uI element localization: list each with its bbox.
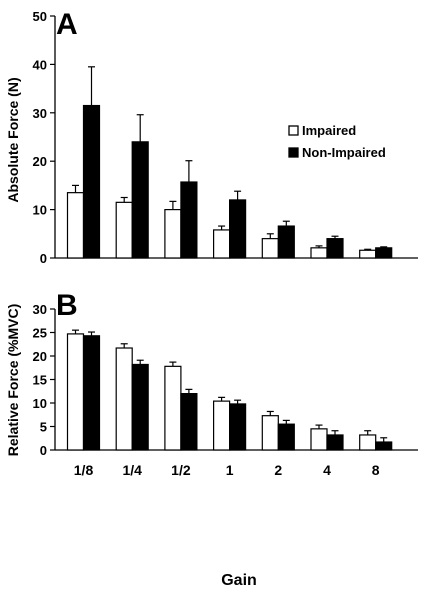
b-bar-non-impaired <box>375 441 393 451</box>
b-x-tick-label: 8 <box>372 462 380 478</box>
a-bar-non-impaired <box>131 141 149 259</box>
a-bar-non-impaired <box>277 225 295 259</box>
legend-label-impaired: Impaired <box>302 123 356 138</box>
a-y-tick-label: 30 <box>33 106 47 121</box>
b-bar-non-impaired <box>82 335 101 451</box>
a-bar-non-impaired <box>229 199 247 259</box>
b-bar-non-impaired <box>326 434 344 451</box>
panel-a-y-axis-title: Absolute Force (N) <box>5 77 21 202</box>
b-bar-impaired <box>164 365 182 451</box>
a-bar-impaired <box>115 201 133 259</box>
b-bar-non-impaired <box>277 423 295 451</box>
a-bar-non-impaired <box>326 238 344 259</box>
b-bar-impaired <box>66 333 85 451</box>
b-bar-impaired <box>310 428 328 451</box>
b-y-tick-label: 10 <box>33 396 47 411</box>
panel-a-legend: Impaired Non-Impaired <box>288 123 386 160</box>
legend-swatch-impaired <box>288 125 299 136</box>
b-x-tick-label: 1 <box>226 462 234 478</box>
panel-b-letter: B <box>56 289 78 322</box>
a-bar-non-impaired <box>180 181 198 259</box>
b-bar-impaired <box>213 400 231 451</box>
legend-swatch-non-impaired <box>288 147 299 158</box>
panel-a-absolute-force: A Absolute Force (N) 0 10 20 30 40 50 Impaire… <box>5 8 418 266</box>
b-x-tick-label: 1/4 <box>122 462 142 478</box>
a-bar-non-impaired <box>375 247 393 259</box>
b-y-tick-label: 25 <box>33 326 47 341</box>
x-axis-title-gain: Gain <box>221 572 257 589</box>
a-y-tick-label: 10 <box>33 203 47 218</box>
a-bar-impaired <box>164 209 182 259</box>
a-bar-impaired <box>261 238 279 259</box>
b-bar-impaired <box>359 434 377 451</box>
a-y-tick-label: 20 <box>33 154 47 169</box>
b-x-tick-label: 1/8 <box>74 462 94 478</box>
panel-b-y-axis-title: Relative Force (%MVC) <box>5 304 21 456</box>
legend-label-non-impaired: Non-Impaired <box>302 145 386 160</box>
a-bar-impaired <box>310 247 328 259</box>
panel-a-letter: A <box>56 8 78 41</box>
b-bar-non-impaired <box>229 403 247 451</box>
b-y-tick-label: 5 <box>40 420 47 435</box>
a-y-tick-label: 0 <box>40 251 47 266</box>
b-x-tick-label: 4 <box>323 462 331 478</box>
a-bar-impaired <box>359 249 377 259</box>
b-bar-non-impaired <box>131 363 149 451</box>
b-y-tick-label: 15 <box>33 373 47 388</box>
b-y-tick-label: 20 <box>33 349 47 364</box>
a-y-tick-label: 50 <box>33 9 47 24</box>
b-bar-non-impaired <box>180 393 198 451</box>
a-bar-impaired <box>213 229 231 259</box>
a-y-tick-label: 40 <box>33 57 47 72</box>
b-bar-impaired <box>115 347 133 451</box>
b-y-tick-label: 0 <box>40 443 47 458</box>
a-bar-non-impaired <box>82 104 101 259</box>
b-x-tick-label: 2 <box>274 462 282 478</box>
a-bar-impaired <box>66 192 85 259</box>
b-x-tick-label: 1/2 <box>171 462 191 478</box>
b-y-tick-label: 30 <box>33 302 47 317</box>
panel-b-relative-force: B Relative Force (%MVC) 0 5 10 15 20 25 30 1/8 1… <box>5 289 418 589</box>
b-bar-impaired <box>261 415 279 451</box>
